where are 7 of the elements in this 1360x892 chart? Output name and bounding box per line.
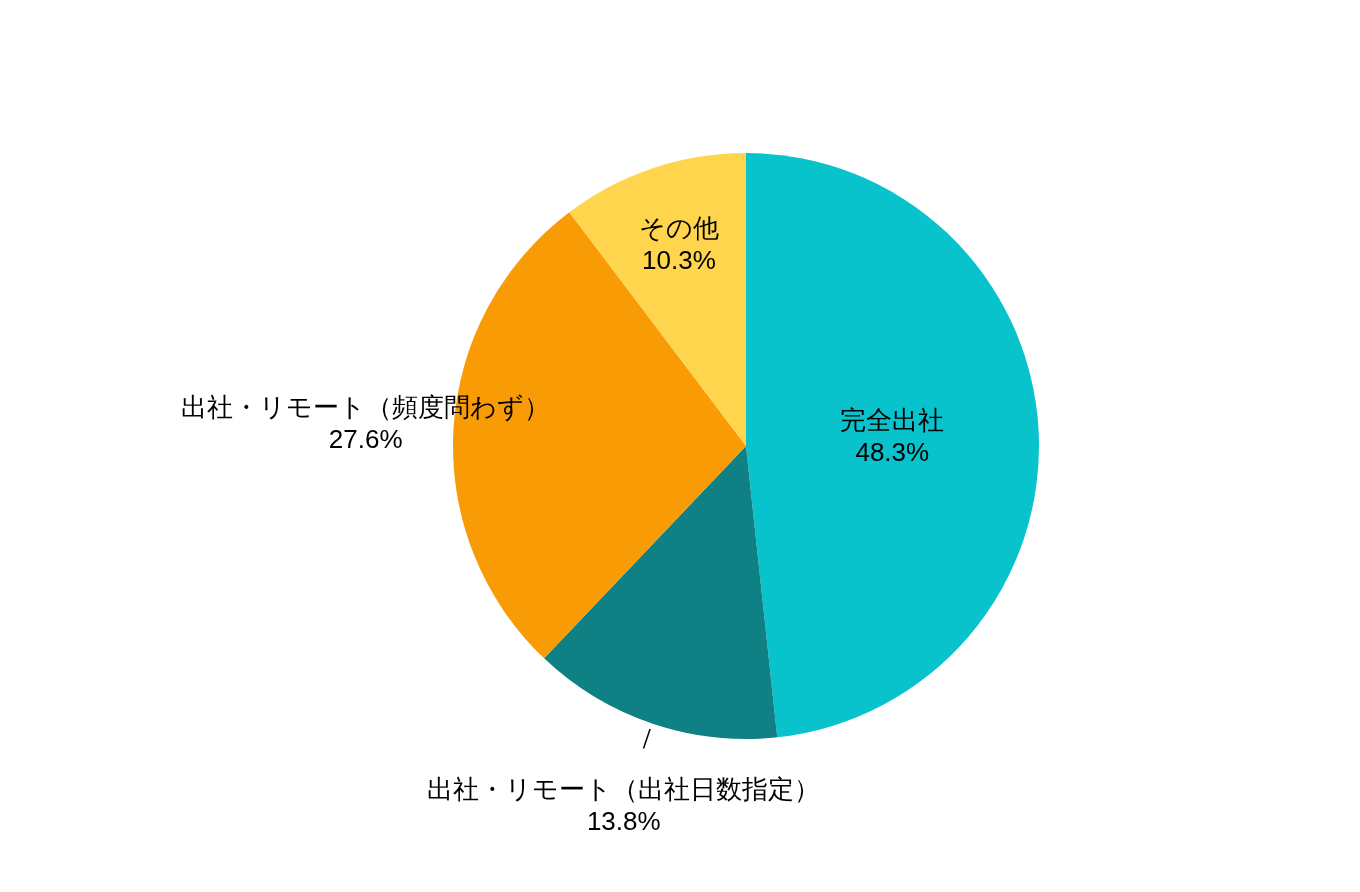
- data-label: 27.6%: [328, 423, 403, 454]
- slice-label: 完全出社: [840, 405, 945, 436]
- slice-label: 出社・リモート（出社日数指定）: [427, 773, 821, 804]
- slice-label: その他: [638, 213, 719, 244]
- data-label: 10.3%: [642, 245, 716, 276]
- data-label: 13.8%: [586, 805, 661, 836]
- data-label: 48.3%: [855, 437, 930, 468]
